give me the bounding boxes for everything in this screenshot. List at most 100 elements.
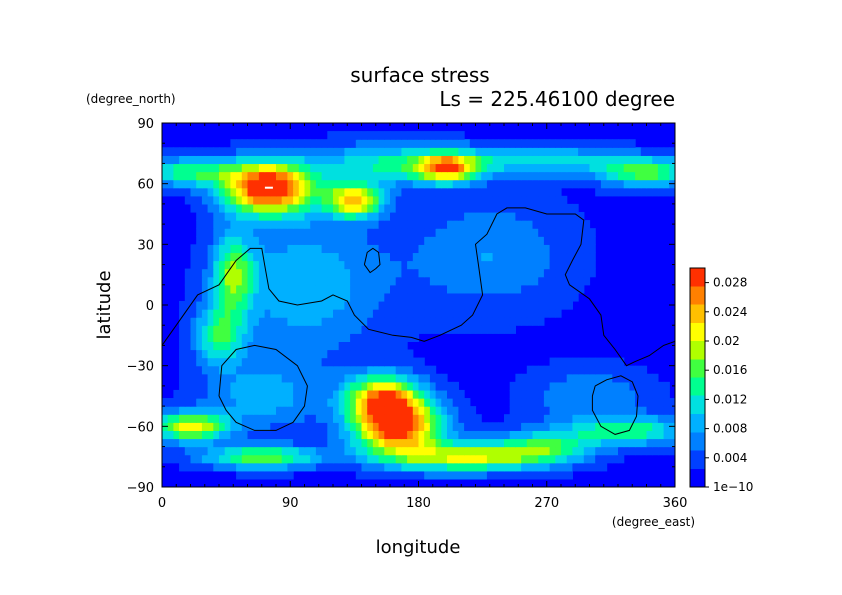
heatmap-cell <box>452 195 459 205</box>
heatmap-cell <box>298 244 306 254</box>
heatmap-cell <box>429 300 437 310</box>
heatmap-cell <box>509 163 516 173</box>
heatmap-cell <box>486 171 494 181</box>
heatmap-cell <box>355 260 363 270</box>
heatmap-cell <box>401 438 408 448</box>
heatmap-cell <box>230 236 237 245</box>
heatmap-cell <box>207 381 214 391</box>
heatmap-cell <box>555 179 562 189</box>
heatmap-cell <box>207 203 214 213</box>
x-tick-label: 360 <box>663 496 688 511</box>
heatmap-cell <box>447 414 454 423</box>
heatmap-cell <box>481 454 488 464</box>
heatmap-cell <box>253 139 260 148</box>
heatmap-cell <box>258 187 266 197</box>
heatmap-cell <box>447 187 454 197</box>
heatmap-cell <box>652 163 659 173</box>
heatmap-cell <box>623 422 630 431</box>
heatmap-cell <box>543 220 551 229</box>
heatmap-cell <box>492 228 499 237</box>
heatmap-cell <box>532 422 539 431</box>
heatmap-cell <box>458 139 465 148</box>
heatmap-cell <box>338 365 345 375</box>
heatmap-cell <box>270 284 277 294</box>
heatmap-cell <box>219 260 226 270</box>
heatmap-cell <box>652 373 659 383</box>
heatmap-cell <box>486 430 494 440</box>
heatmap-cell <box>281 470 288 480</box>
heatmap-cell <box>589 171 596 181</box>
heatmap-cell <box>515 187 522 197</box>
heatmap-cell <box>640 171 648 181</box>
heatmap-cell <box>435 300 442 310</box>
heatmap-cell <box>469 228 477 237</box>
heatmap-cell <box>418 252 425 262</box>
heatmap-cell <box>378 268 385 278</box>
heatmap-cell <box>412 309 420 318</box>
heatmap-cell <box>435 373 442 383</box>
heatmap-cell <box>578 268 585 278</box>
heatmap-cell <box>241 292 249 302</box>
heatmap-cell <box>504 228 511 237</box>
heatmap-cell <box>281 171 288 181</box>
heatmap-cell <box>287 163 294 173</box>
heatmap-cell <box>412 357 420 367</box>
heatmap-cell <box>230 300 237 310</box>
heatmap-cell <box>184 309 192 318</box>
heatmap-cell <box>196 430 203 440</box>
heatmap-cell <box>600 163 608 173</box>
heatmap-cell <box>333 244 340 254</box>
heatmap-cell <box>504 284 511 294</box>
heatmap-cell <box>401 389 408 399</box>
heatmap-cell <box>515 284 522 294</box>
heatmap-cell <box>236 220 243 229</box>
heatmap-cell <box>447 438 454 448</box>
heatmap-cell <box>355 381 363 391</box>
heatmap-cell <box>179 422 186 431</box>
heatmap-cell <box>350 454 357 464</box>
heatmap-cell <box>298 252 306 262</box>
heatmap-cell <box>333 155 340 165</box>
heatmap-cell <box>384 292 391 302</box>
heatmap-cell <box>435 220 442 229</box>
heatmap-cell <box>276 317 283 326</box>
heatmap-cell <box>561 268 568 278</box>
heatmap-cell <box>355 317 363 326</box>
heatmap-cell <box>201 300 209 310</box>
heatmap-cell <box>486 454 494 464</box>
heatmap-cell <box>327 187 334 197</box>
heatmap-cell <box>276 422 283 431</box>
heatmap-cell <box>230 373 237 383</box>
heatmap-cell <box>241 373 249 383</box>
heatmap-cell <box>241 163 249 173</box>
heatmap-cell <box>384 317 391 326</box>
heatmap-cell <box>509 325 516 334</box>
heatmap-cell <box>378 309 385 318</box>
heatmap-cell <box>418 446 425 456</box>
heatmap-cell <box>201 430 209 440</box>
heatmap-cell <box>241 155 249 165</box>
heatmap-cell <box>281 155 288 165</box>
heatmap-cell <box>184 163 192 173</box>
heatmap-cell <box>184 147 192 156</box>
heatmap-cell <box>481 163 488 173</box>
heatmap-cell <box>196 220 203 229</box>
heatmap-cell <box>196 357 203 367</box>
heatmap-cell <box>372 220 380 229</box>
heatmap-cell <box>304 398 311 407</box>
heatmap-cell <box>623 446 630 456</box>
heatmap-cell <box>418 381 425 391</box>
heatmap-cell <box>435 462 442 472</box>
heatmap-cell <box>230 333 237 342</box>
heatmap-cell <box>384 309 391 318</box>
heatmap-cell <box>538 244 545 254</box>
heatmap-cell <box>629 422 636 431</box>
heatmap-cell <box>543 211 551 221</box>
heatmap-cell <box>241 244 249 254</box>
heatmap-cell <box>361 252 368 262</box>
heatmap-cell <box>253 220 260 229</box>
heatmap-cell <box>355 325 363 334</box>
heatmap-cell <box>532 268 539 278</box>
heatmap-cell <box>486 211 494 221</box>
heatmap-cell <box>367 406 374 415</box>
